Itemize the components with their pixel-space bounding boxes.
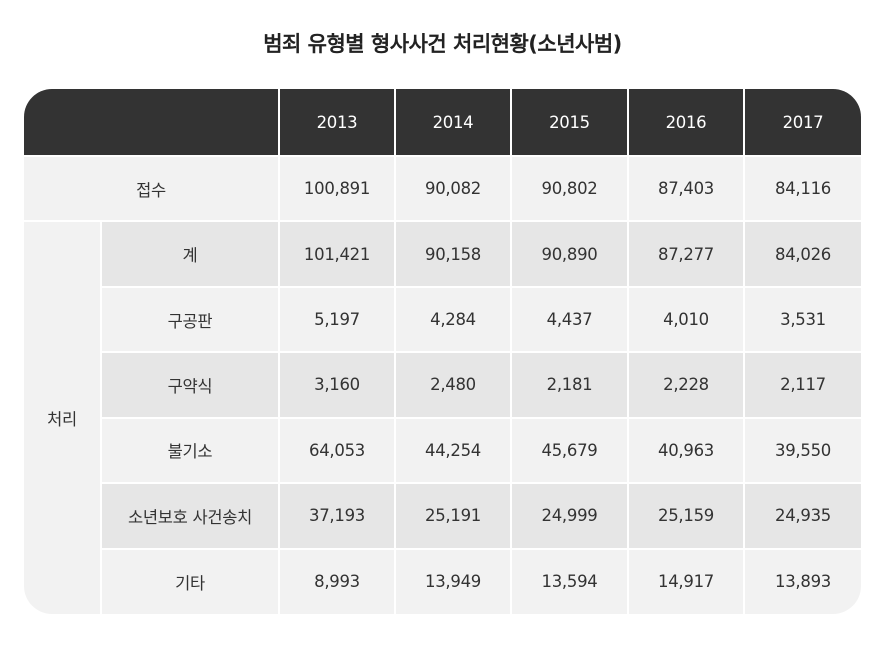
row-label: 구공판 bbox=[100, 285, 279, 353]
table-cell: 5,197 bbox=[278, 285, 395, 353]
row-label: 접수 bbox=[24, 154, 279, 222]
table-row: 소년보호 사건송치 37,193 25,191 24,999 25,159 24… bbox=[24, 482, 861, 549]
statistics-table: 2013 2014 2015 2016 2017 접수 100,891 90,0… bbox=[24, 89, 861, 614]
row-label: 소년보호 사건송치 bbox=[100, 482, 279, 549]
processing-table: 2013 2014 2015 2016 2017 접수 100,891 90,0… bbox=[24, 89, 861, 614]
table-cell: 40,963 bbox=[627, 416, 744, 484]
header-corner bbox=[24, 89, 279, 156]
table-cell: 3,160 bbox=[278, 351, 395, 418]
table-cell: 87,403 bbox=[627, 154, 744, 222]
table-cell: 44,254 bbox=[394, 416, 511, 484]
table-cell: 101,421 bbox=[278, 220, 395, 287]
table-cell: 13,949 bbox=[394, 547, 511, 614]
header-row: 2013 2014 2015 2016 2017 bbox=[24, 89, 861, 156]
table-cell: 64,053 bbox=[278, 416, 395, 484]
header-year: 2016 bbox=[627, 89, 744, 156]
table-cell: 90,082 bbox=[394, 154, 511, 222]
table-cell: 87,277 bbox=[627, 220, 744, 287]
table-cell: 8,993 bbox=[278, 547, 395, 614]
table-cell: 45,679 bbox=[510, 416, 628, 484]
table-row: 불기소 64,053 44,254 45,679 40,963 39,550 bbox=[24, 416, 861, 484]
table-row: 기타 8,993 13,949 13,594 14,917 13,893 bbox=[24, 547, 861, 614]
table-cell: 37,193 bbox=[278, 482, 395, 549]
table-cell: 2,181 bbox=[510, 351, 628, 418]
table-cell: 25,159 bbox=[627, 482, 744, 549]
group-label: 처리 bbox=[24, 220, 101, 614]
table-row-reception: 접수 100,891 90,082 90,802 87,403 84,116 bbox=[24, 154, 861, 222]
table-cell: 13,893 bbox=[743, 547, 861, 614]
row-label: 기타 bbox=[100, 547, 279, 614]
header-year: 2013 bbox=[278, 89, 395, 156]
table-cell: 2,480 bbox=[394, 351, 511, 418]
table-cell: 25,191 bbox=[394, 482, 511, 549]
page-title: 범죄 유형별 형사사건 처리현황(소년사범) bbox=[263, 32, 622, 56]
header-year: 2014 bbox=[394, 89, 511, 156]
row-label: 구약식 bbox=[100, 351, 279, 418]
table-cell: 24,935 bbox=[743, 482, 861, 549]
table-cell: 4,284 bbox=[394, 285, 511, 353]
header-year: 2015 bbox=[510, 89, 628, 156]
table-cell: 90,802 bbox=[510, 154, 628, 222]
table-cell: 100,891 bbox=[278, 154, 395, 222]
row-label: 계 bbox=[100, 220, 279, 287]
table-row: 처리 계 101,421 90,158 90,890 87,277 84,026 bbox=[24, 220, 861, 614]
table-cell: 90,158 bbox=[394, 220, 511, 287]
table-row: 구공판 5,197 4,284 4,437 4,010 3,531 bbox=[24, 285, 861, 353]
table-row: 구약식 3,160 2,480 2,181 2,228 2,117 bbox=[24, 351, 861, 418]
table-cell: 84,116 bbox=[743, 154, 861, 222]
table-cell: 13,594 bbox=[510, 547, 628, 614]
table-cell: 4,010 bbox=[627, 285, 744, 353]
table-cell: 24,999 bbox=[510, 482, 628, 549]
table-cell: 90,890 bbox=[510, 220, 628, 287]
table-cell: 4,437 bbox=[510, 285, 628, 353]
table-cell: 39,550 bbox=[743, 416, 861, 484]
table-cell: 3,531 bbox=[743, 285, 861, 353]
row-label: 불기소 bbox=[100, 416, 279, 484]
table-cell: 84,026 bbox=[743, 220, 861, 287]
table-cell: 2,117 bbox=[743, 351, 861, 418]
table-cell: 14,917 bbox=[627, 547, 744, 614]
table-cell: 2,228 bbox=[627, 351, 744, 418]
header-year: 2017 bbox=[743, 89, 861, 156]
